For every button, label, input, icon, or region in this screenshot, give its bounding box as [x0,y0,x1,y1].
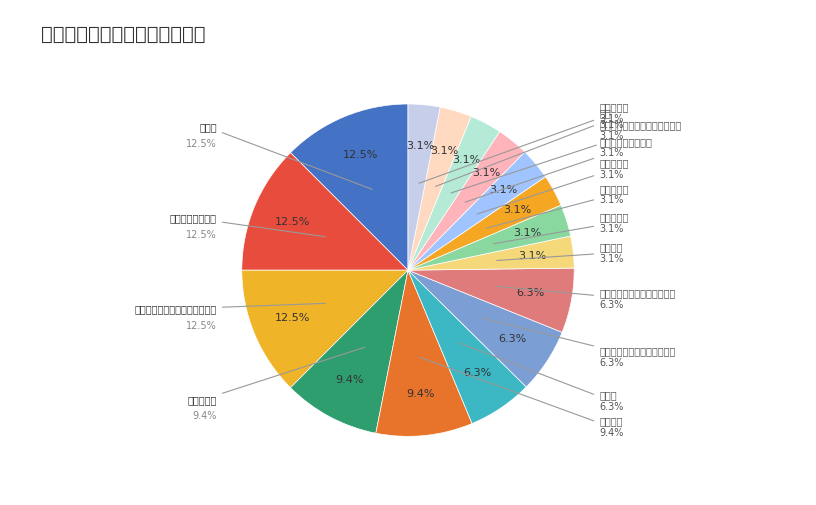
Text: 複合サービス，郵便局協同組合
3.1%: 複合サービス，郵便局協同組合 3.1% [451,120,681,193]
Text: 製造業: 製造業 [199,122,372,189]
Wedge shape [408,270,562,387]
Text: 3.1%: 3.1% [518,251,546,262]
Wedge shape [408,268,574,332]
Text: 建設業
6.3%: 建設業 6.3% [459,343,623,412]
Text: 12.5%: 12.5% [186,139,217,149]
Text: 12.5%: 12.5% [186,230,217,240]
Text: 農林水産
3.1%: 農林水産 3.1% [497,242,623,264]
Text: 3.1%: 3.1% [503,206,531,216]
Text: 公務
3.1%: 公務 3.1% [436,108,623,186]
Text: 9.4%: 9.4% [406,389,435,399]
Wedge shape [408,117,499,270]
Wedge shape [408,205,570,270]
Text: 情報通信業
3.1%: 情報通信業 3.1% [493,212,628,244]
Wedge shape [408,177,561,270]
Text: 12.5%: 12.5% [186,321,217,331]
Text: 12.5%: 12.5% [343,150,378,160]
Text: 学術研究，専門・技術サービス: 学術研究，専門・技術サービス [135,304,326,314]
Wedge shape [242,153,408,270]
Text: 分類不可能
3.1%: 分類不可能 3.1% [419,102,628,183]
Text: 9.4%: 9.4% [193,412,217,421]
Text: 卸売・小売: 卸売・小売 [188,347,365,405]
Text: 12.5%: 12.5% [275,313,311,323]
Text: 6.3%: 6.3% [517,288,544,298]
Text: 宿泊・飲食サービス
3.1%: 宿泊・飲食サービス 3.1% [465,137,652,202]
Wedge shape [290,104,408,270]
Wedge shape [242,270,408,388]
Wedge shape [408,104,440,270]
Text: 茨城県のブラック企業業種ごと: 茨城県のブラック企業業種ごと [41,25,206,44]
Text: 医療福祉
9.4%: 医療福祉 9.4% [419,357,623,438]
Text: 運輸・郵便
3.1%: 運輸・郵便 3.1% [486,184,628,228]
Text: 3.1%: 3.1% [452,155,481,165]
Text: 3.1%: 3.1% [472,168,501,178]
Wedge shape [408,236,574,270]
Text: 教育，学習支援業: 教育，学習支援業 [170,213,326,237]
Text: 3.1%: 3.1% [430,146,458,156]
Wedge shape [408,152,545,270]
Text: 金融・保険
3.1%: 金融・保険 3.1% [477,159,628,214]
Wedge shape [408,132,525,270]
Text: 3.1%: 3.1% [512,228,541,238]
Text: 3.1%: 3.1% [490,185,518,195]
Wedge shape [376,270,472,436]
Wedge shape [408,107,471,270]
Text: 6.3%: 6.3% [463,369,492,378]
Text: 3.1%: 3.1% [406,141,434,151]
Text: 9.4%: 9.4% [335,375,364,385]
Text: 6.3%: 6.3% [498,334,526,343]
Text: 12.5%: 12.5% [275,218,311,227]
Wedge shape [290,270,408,433]
Wedge shape [408,270,526,424]
Text: 電気・ガス・熱供給・水道業
6.3%: 電気・ガス・熱供給・水道業 6.3% [483,318,676,368]
Text: 生活関連サービス業，娯楽業
6.3%: 生活関連サービス業，娯楽業 6.3% [495,286,676,310]
